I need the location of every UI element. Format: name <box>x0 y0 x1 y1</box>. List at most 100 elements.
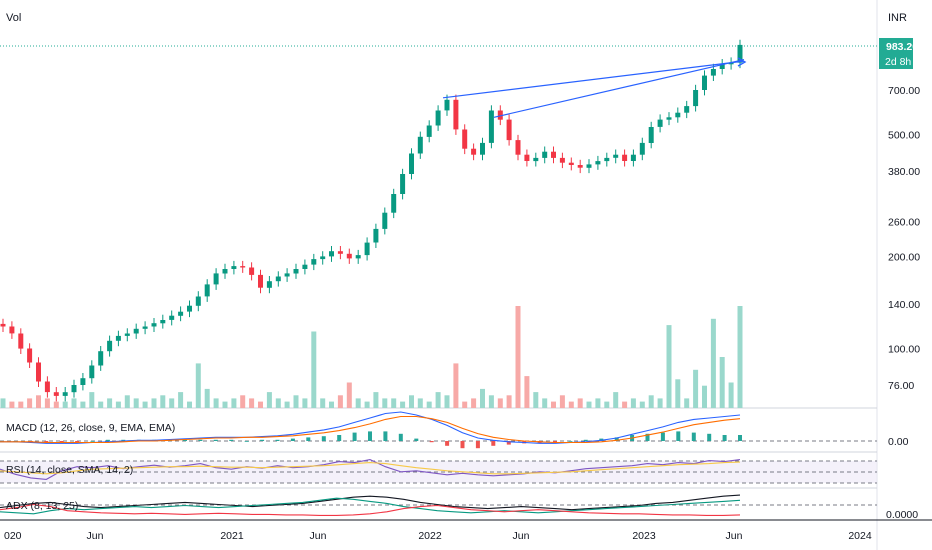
candle-body <box>36 362 41 382</box>
candle-body <box>27 348 33 363</box>
volume-bar <box>648 395 654 409</box>
trendline[interactable] <box>442 60 745 99</box>
candle-body <box>693 90 699 107</box>
candle-body <box>622 154 628 161</box>
candle-body <box>98 351 104 366</box>
time-tick-label: 2021 <box>220 530 244 542</box>
candle-body <box>462 129 468 149</box>
candle-body <box>337 251 343 254</box>
volume-bar <box>595 398 601 408</box>
rsi-ma-line <box>0 461 741 475</box>
candle-body <box>426 125 432 137</box>
candle-body <box>728 62 734 65</box>
volume-bar <box>551 401 556 408</box>
candle-body <box>435 110 441 126</box>
candle-body <box>737 44 743 63</box>
candle-body <box>293 269 299 274</box>
candle-body <box>151 323 157 327</box>
candle-body <box>44 381 50 393</box>
candle-body <box>9 326 15 334</box>
macd-title[interactable]: MACD (12, 26, close, 9, EMA, EMA) <box>6 422 175 434</box>
candle-body <box>524 154 530 161</box>
macd-hist-bar <box>90 441 95 442</box>
price-tick-label: 260.00 <box>888 217 920 229</box>
candle-body <box>471 148 477 155</box>
candle-body <box>302 264 308 269</box>
volume-bar <box>417 398 423 408</box>
macd-hist-bar <box>59 441 64 443</box>
macd-hist-bar <box>352 432 357 441</box>
macd-hist-bar <box>475 441 480 449</box>
trendlines <box>442 57 747 118</box>
macd-hist-bar <box>429 441 434 443</box>
candle-body <box>595 161 601 165</box>
volume-bar <box>409 395 414 409</box>
macd-hist-bar <box>676 431 681 441</box>
macd-hist-bar <box>491 441 496 446</box>
volume-bar <box>462 401 468 408</box>
price-tick-label: 380.00 <box>888 166 920 178</box>
adx-title[interactable]: ADX (8, 13, 25) <box>6 500 78 512</box>
candle-body <box>249 267 255 275</box>
candle-body <box>542 151 548 158</box>
candle-body <box>639 142 645 155</box>
volume-bar <box>302 398 308 408</box>
macd-hist-bar <box>414 438 419 441</box>
volume-bar <box>586 401 592 408</box>
candle-body <box>488 110 494 143</box>
time-axis-ticks: 020 Jun 2021 Jun 2022 Jun 2023 Jun 2024 <box>4 530 872 542</box>
volume-bar <box>480 388 485 408</box>
volume-bar <box>169 398 175 408</box>
volume-bar <box>337 395 343 409</box>
macd-hist-bar <box>614 437 619 441</box>
candle-body <box>417 136 423 154</box>
candle-body <box>559 157 565 163</box>
macd-hist-bar <box>398 433 403 441</box>
macd-hist-bar <box>738 435 742 441</box>
macd-hist-bar <box>244 441 249 442</box>
rsi-title[interactable]: RSI (14, close, SMA, 14, 2) <box>6 464 133 476</box>
volume-bar <box>666 325 672 408</box>
candle-body <box>346 253 352 259</box>
di-plus-line <box>0 497 741 515</box>
macd-hist-bar <box>660 432 665 441</box>
volume-bar <box>435 392 441 408</box>
price-tick-label: 500.00 <box>888 130 920 142</box>
volume-bar <box>195 363 201 408</box>
candle-body <box>62 392 68 396</box>
indicator-lines <box>0 411 741 516</box>
candle-body <box>453 99 459 130</box>
macd-hist-bar <box>213 439 218 441</box>
volume-bar <box>142 401 148 408</box>
macd-signal-line <box>0 415 741 444</box>
volume-bar <box>231 398 237 408</box>
time-tick-label: Jun <box>87 530 104 542</box>
volume-bar <box>240 395 246 409</box>
candle-body <box>506 119 512 141</box>
volume-bar <box>107 398 113 408</box>
candle-body <box>124 333 130 336</box>
volume-bar <box>622 401 628 408</box>
candle-body <box>71 385 77 393</box>
volume-bar <box>222 401 228 408</box>
volume-bar <box>542 398 548 408</box>
time-tick-label: Jun <box>726 530 743 542</box>
candle-body <box>684 106 690 113</box>
volume-bar <box>160 395 166 409</box>
adx-axis-label: 0.0000 <box>886 509 918 521</box>
price-axis-ticks: 76.00 100.00 140.00 200.00 260.00 380.00 500.0… <box>888 85 920 392</box>
trendline[interactable] <box>493 59 745 118</box>
volume-bar <box>577 398 583 408</box>
volume-bar <box>346 382 352 408</box>
candle-body <box>311 259 317 265</box>
candle-body <box>89 365 95 379</box>
volume-bar <box>693 369 699 409</box>
volume-bar <box>18 401 24 408</box>
candle-body <box>107 340 113 352</box>
di-minus-line <box>0 503 741 516</box>
volume-bar <box>524 376 530 408</box>
volume-bar <box>639 401 645 408</box>
candle-body <box>577 165 583 168</box>
volume-bar <box>630 398 636 408</box>
volume-bar <box>710 318 716 409</box>
